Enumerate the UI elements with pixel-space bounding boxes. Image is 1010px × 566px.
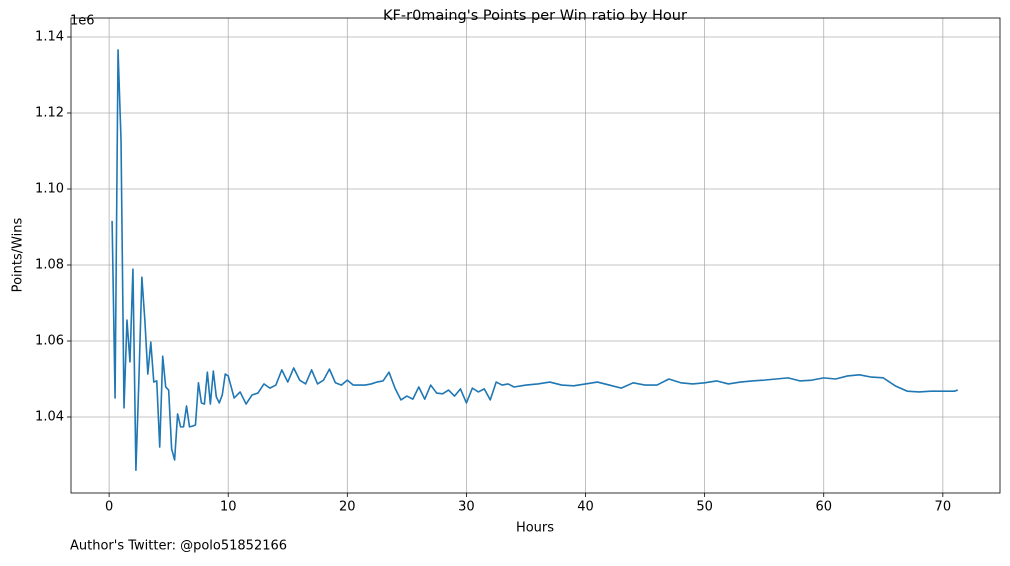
data-line [111, 49, 959, 471]
x-tick-label: 0 [105, 500, 113, 515]
y-tick-label: 1.08 [35, 258, 64, 273]
x-tick-label: 50 [696, 500, 713, 515]
x-tick-label: 30 [458, 500, 475, 515]
footer-note: Author's Twitter: @polo51852166 [70, 539, 287, 554]
y-tick-label: 1.04 [35, 410, 64, 425]
x-tick-label: 70 [935, 500, 952, 515]
x-tick-label: 60 [815, 500, 832, 515]
y-tick-label: 1.14 [35, 30, 64, 45]
y-tick-label: 1.06 [35, 334, 64, 349]
plot-frame [70, 17, 1001, 494]
y-tick-label: 1.10 [35, 182, 64, 197]
x-tick-label: 20 [339, 500, 356, 515]
x-tick-label: 40 [577, 500, 594, 515]
y-offset-label: 1e6 [70, 14, 95, 29]
y-tick-label: 1.12 [35, 106, 64, 121]
x-tick-label: 10 [220, 500, 237, 515]
x-axis-label: Hours [516, 521, 554, 536]
chart-title: KF-r0maing's Points per Win ratio by Hou… [383, 8, 687, 24]
y-axis-label: Points/Wins [11, 217, 26, 292]
